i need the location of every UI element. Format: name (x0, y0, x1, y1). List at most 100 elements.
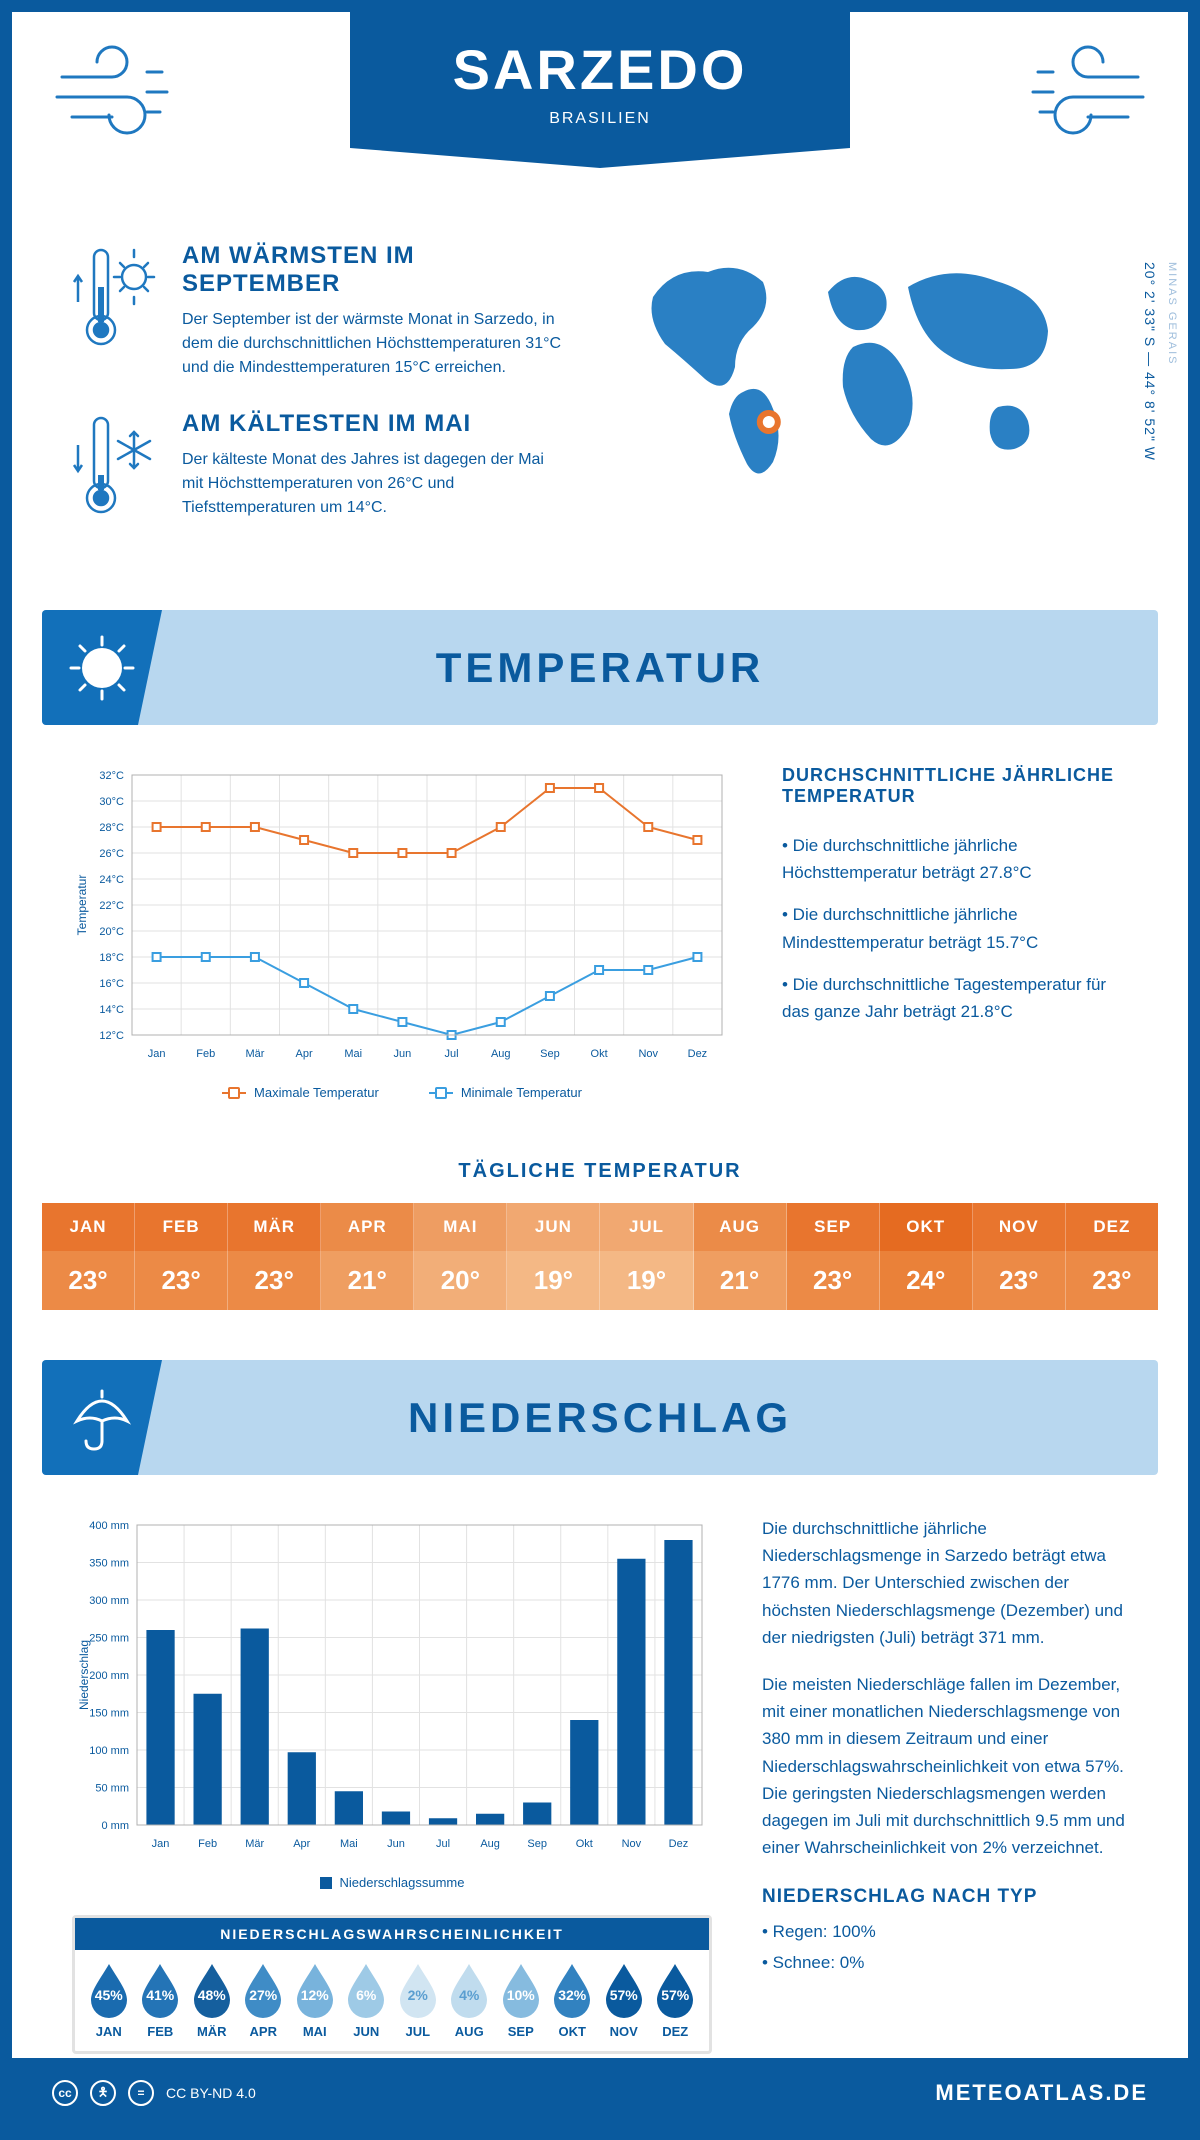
month-header: JAN (42, 1203, 135, 1251)
thermometer-sun-icon (72, 242, 162, 352)
city-name: SARZEDO (370, 37, 830, 102)
month-value: 23° (135, 1251, 228, 1310)
svg-text:Mär: Mär (245, 1838, 264, 1850)
prob-value: 32% (558, 1987, 586, 2003)
by-icon: 🯅 (90, 2080, 116, 2106)
svg-text:28°C: 28°C (99, 822, 124, 834)
temp-section-title: TEMPERATUR (436, 644, 765, 692)
precipitation-chart: 0 mm50 mm100 mm150 mm200 mm250 mm300 mm3… (72, 1515, 712, 1890)
temp-bullet: • Die durchschnittliche jährliche Mindes… (782, 901, 1128, 955)
svg-text:Apr: Apr (296, 1048, 313, 1060)
month-header: SEP (787, 1203, 880, 1251)
raindrop-icon: 48% (190, 1962, 234, 2018)
probability-panel: NIEDERSCHLAGSWAHRSCHEINLICHKEIT 45% JAN … (72, 1915, 712, 2054)
month-value: 20° (414, 1251, 507, 1310)
temp-info: DURCHSCHNITTLICHE JÄHRLICHE TEMPERATUR •… (782, 765, 1128, 1100)
svg-text:26°C: 26°C (99, 848, 124, 860)
temp-bullet: • Die durchschnittliche Tagestemperatur … (782, 971, 1128, 1025)
prob-month: APR (238, 2024, 290, 2039)
precip-legend-label: Niederschlagssumme (340, 1875, 465, 1890)
svg-text:Mai: Mai (340, 1838, 358, 1850)
coords-label: 20° 2' 33" S — 44° 8' 52" W (1142, 262, 1158, 461)
svg-text:0 mm: 0 mm (102, 1820, 130, 1832)
prob-value: 27% (249, 1987, 277, 2003)
svg-text:100 mm: 100 mm (89, 1745, 129, 1757)
svg-text:Jul: Jul (445, 1048, 459, 1060)
month-header: JUN (507, 1203, 600, 1251)
prob-cell: 32% OKT (547, 1962, 599, 2039)
svg-text:150 mm: 150 mm (89, 1708, 129, 1720)
month-value: 23° (787, 1251, 880, 1310)
prob-cell: 4% AUG (444, 1962, 496, 2039)
prob-month: DEZ (650, 2024, 702, 2039)
svg-text:Jul: Jul (436, 1838, 450, 1850)
legend-min-label: Minimale Temperatur (461, 1085, 582, 1100)
footer: cc 🯅 = CC BY-ND 4.0 METEOATLAS.DE (12, 2058, 1188, 2128)
raindrop-icon: 57% (653, 1962, 697, 2018)
svg-text:12°C: 12°C (99, 1030, 124, 1042)
raindrop-icon: 2% (396, 1962, 440, 2018)
coldest-text: Der kälteste Monat des Jahres ist dagege… (182, 448, 568, 520)
sun-icon (67, 633, 137, 703)
prob-month: NOV (598, 2024, 650, 2039)
precip-p1: Die durchschnittliche jährliche Niedersc… (762, 1515, 1128, 1651)
license: cc 🯅 = CC BY-ND 4.0 (52, 2080, 256, 2106)
svg-text:Nov: Nov (622, 1838, 642, 1850)
prob-value: 57% (610, 1987, 638, 2003)
warmest-title: AM WÄRMSTEN IM SEPTEMBER (182, 242, 568, 298)
prob-value: 2% (408, 1987, 428, 2003)
prob-cell: 48% MÄR (186, 1962, 238, 2039)
month-header: DEZ (1066, 1203, 1158, 1251)
prob-value: 48% (198, 1987, 226, 2003)
prob-month: SEP (495, 2024, 547, 2039)
prob-value: 4% (459, 1987, 479, 2003)
temp-bullet: • Die durchschnittliche jährliche Höchst… (782, 832, 1128, 886)
svg-text:200 mm: 200 mm (89, 1670, 129, 1682)
prob-cell: 6% JUN (341, 1962, 393, 2039)
raindrop-icon: 41% (138, 1962, 182, 2018)
raindrop-icon: 10% (499, 1962, 543, 2018)
precip-section-banner: NIEDERSCHLAG (42, 1360, 1158, 1475)
month-header: FEB (135, 1203, 228, 1251)
svg-text:Jan: Jan (152, 1838, 170, 1850)
nd-icon: = (128, 2080, 154, 2106)
month-header: OKT (880, 1203, 973, 1251)
precip-type-line: • Regen: 100% (762, 1918, 1128, 1945)
svg-text:Okt: Okt (591, 1048, 608, 1060)
header: SARZEDO BRASILIEN (12, 12, 1188, 212)
month-value: 23° (1066, 1251, 1158, 1310)
svg-text:Aug: Aug (491, 1048, 511, 1060)
prob-month: MÄR (186, 2024, 238, 2039)
site-name: METEOATLAS.DE (935, 2080, 1148, 2106)
title-banner: SARZEDO BRASILIEN (350, 12, 850, 148)
svg-text:30°C: 30°C (99, 796, 124, 808)
prob-value: 57% (661, 1987, 689, 2003)
prob-month: MAI (289, 2024, 341, 2039)
wind-icon (1008, 42, 1148, 142)
svg-text:Feb: Feb (196, 1048, 215, 1060)
month-value: 24° (880, 1251, 973, 1310)
svg-text:Sep: Sep (540, 1048, 560, 1060)
prob-cell: 10% SEP (495, 1962, 547, 2039)
month-value: 23° (973, 1251, 1066, 1310)
svg-text:Mai: Mai (344, 1048, 362, 1060)
temp-info-heading: DURCHSCHNITTLICHE JÄHRLICHE TEMPERATUR (782, 765, 1128, 807)
svg-text:Dez: Dez (669, 1838, 689, 1850)
precip-type-heading: NIEDERSCHLAG NACH TYP (762, 1886, 1128, 1908)
svg-text:Apr: Apr (293, 1838, 310, 1850)
thermometer-snow-icon (72, 410, 162, 520)
warmest-block: AM WÄRMSTEN IM SEPTEMBER Der September i… (72, 242, 568, 380)
region-label: MINAS GERAIS (1166, 262, 1178, 365)
month-header: MAI (414, 1203, 507, 1251)
cc-icon: cc (52, 2080, 78, 2106)
svg-text:Dez: Dez (688, 1048, 708, 1060)
world-map-icon (608, 242, 1088, 492)
svg-text:400 mm: 400 mm (89, 1520, 129, 1532)
svg-text:Temperatur: Temperatur (75, 875, 89, 936)
prob-value: 6% (356, 1987, 376, 2003)
daily-temp-title: TÄGLICHE TEMPERATUR (12, 1160, 1188, 1183)
svg-text:22°C: 22°C (99, 900, 124, 912)
svg-text:Jun: Jun (387, 1838, 405, 1850)
month-header: MÄR (228, 1203, 321, 1251)
wind-icon (52, 42, 192, 142)
